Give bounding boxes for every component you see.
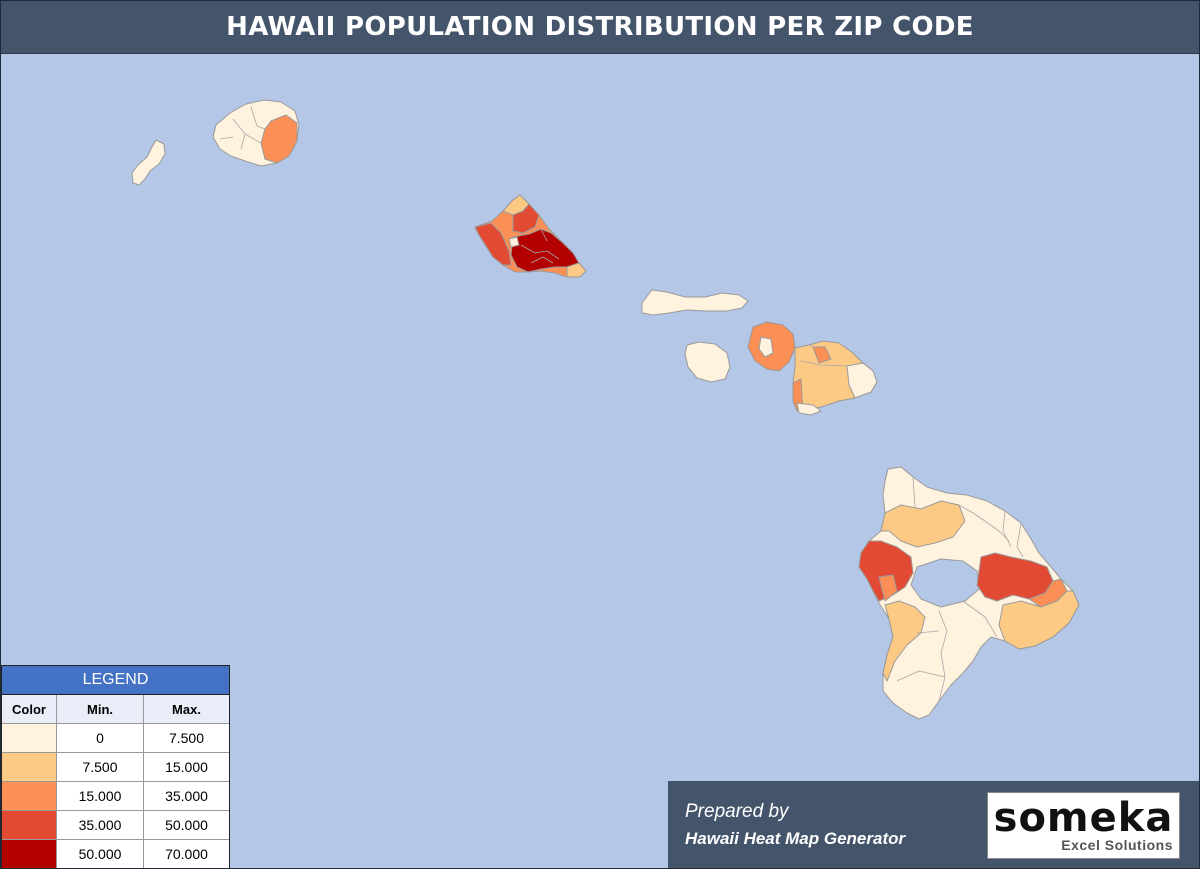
prepared-by-label: Prepared by (685, 801, 789, 822)
legend-max: 35.000 (165, 788, 208, 804)
legend-swatch (2, 811, 57, 839)
title-bar: HAWAII POPULATION DISTRIBUTION PER ZIP C… (1, 1, 1199, 54)
legend-min: 35.000 (57, 811, 144, 839)
legend-title: LEGEND (2, 666, 229, 695)
legend: LEGEND Color Min. Max. 0 7.500 7.500 15.… (1, 665, 230, 868)
island-kauai (212, 99, 300, 167)
legend-row: 0 7.500 (2, 724, 229, 753)
page-title: HAWAII POPULATION DISTRIBUTION PER ZIP C… (226, 12, 974, 42)
island-maui (747, 321, 878, 412)
island-hawaii (858, 466, 1080, 720)
legend-max: 15.000 (165, 759, 208, 775)
legend-swatch (2, 782, 57, 810)
island-niihau (131, 139, 166, 186)
island-lanai (684, 341, 731, 383)
legend-min: 15.000 (57, 782, 144, 810)
legend-header-row: Color Min. Max. (2, 695, 229, 724)
island-oahu (474, 194, 587, 278)
legend-max: 70.000 (165, 846, 208, 862)
legend-swatch (2, 724, 57, 752)
legend-swatch (2, 840, 57, 868)
prepared-by-panel: Prepared by Hawaii Heat Map Generator so… (668, 781, 1199, 868)
legend-col-color: Color (2, 695, 57, 723)
logo-wordmark: someka (993, 795, 1174, 841)
legend-col-max: Max. (144, 695, 229, 723)
hawaii-map (131, 99, 1080, 720)
legend-min: 7.500 (57, 753, 144, 781)
legend-row: 7.500 15.000 (2, 753, 229, 782)
logo-subtitle: Excel Solutions (1061, 837, 1173, 853)
legend-col-min: Min. (57, 695, 144, 723)
generator-name: Hawaii Heat Map Generator (685, 829, 906, 848)
someka-logo[interactable]: someka Excel Solutions (987, 792, 1180, 859)
legend-min: 50.000 (57, 840, 144, 868)
legend-row: 50.000 70.000 (2, 840, 229, 868)
legend-swatch (2, 753, 57, 781)
legend-max: 50.000 (165, 817, 208, 833)
island-molokai (641, 289, 749, 316)
legend-max: 7.500 (168, 730, 205, 746)
island-kahoolawe (796, 402, 822, 416)
legend-row: 15.000 35.000 (2, 782, 229, 811)
legend-row: 35.000 50.000 (2, 811, 229, 840)
legend-min: 0 (57, 724, 144, 752)
